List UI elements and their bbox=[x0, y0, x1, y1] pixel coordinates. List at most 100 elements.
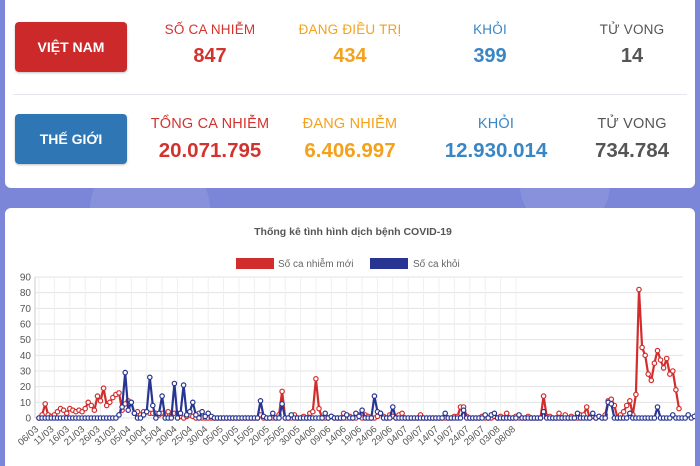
data-point-0[interactable] bbox=[309, 408, 316, 415]
data-point-1[interactable] bbox=[651, 415, 658, 421]
data-point-1[interactable] bbox=[269, 410, 276, 417]
data-point-0[interactable] bbox=[663, 355, 670, 362]
data-point-1[interactable] bbox=[257, 398, 264, 404]
data-point-1[interactable] bbox=[540, 408, 547, 415]
data-point-1[interactable] bbox=[516, 412, 522, 418]
data-point-1[interactable] bbox=[276, 415, 282, 421]
data-point-1[interactable] bbox=[340, 415, 347, 421]
data-point-0[interactable] bbox=[100, 385, 107, 392]
data-point-0[interactable] bbox=[82, 405, 89, 412]
data-point-1[interactable] bbox=[196, 415, 202, 421]
data-point-1[interactable] bbox=[654, 404, 661, 410]
data-point-1[interactable] bbox=[685, 412, 692, 418]
data-point-1[interactable] bbox=[199, 408, 205, 415]
data-point-0[interactable] bbox=[107, 399, 113, 406]
data-point-0[interactable] bbox=[165, 408, 172, 415]
data-point-1[interactable] bbox=[359, 407, 365, 414]
data-point-1[interactable] bbox=[122, 369, 129, 376]
data-point-1[interactable] bbox=[389, 404, 396, 410]
data-point-1[interactable] bbox=[128, 399, 135, 406]
data-point-0[interactable] bbox=[626, 398, 633, 404]
data-point-0[interactable] bbox=[642, 352, 649, 359]
data-point-0[interactable] bbox=[60, 407, 67, 414]
data-point-0[interactable] bbox=[660, 365, 667, 371]
data-point-1[interactable] bbox=[377, 410, 384, 417]
data-point-0[interactable] bbox=[620, 408, 627, 415]
data-point-0[interactable] bbox=[91, 407, 98, 414]
data-point-0[interactable] bbox=[503, 410, 510, 417]
data-point-0[interactable] bbox=[85, 399, 92, 406]
data-point-0[interactable] bbox=[583, 404, 590, 410]
data-point-1[interactable] bbox=[623, 415, 630, 421]
data-point-1[interactable] bbox=[485, 415, 492, 421]
data-point-0[interactable] bbox=[110, 394, 116, 401]
data-point-1[interactable] bbox=[285, 415, 292, 421]
data-point-1[interactable] bbox=[125, 407, 132, 414]
vietnam-badge[interactable]: VIỆT NAM bbox=[15, 22, 127, 72]
data-point-1[interactable] bbox=[156, 410, 162, 417]
data-point-1[interactable] bbox=[140, 412, 147, 418]
data-point-1[interactable] bbox=[193, 412, 199, 418]
data-point-1[interactable] bbox=[669, 412, 676, 418]
world-badge[interactable]: THẾ GIỚI bbox=[15, 114, 127, 164]
data-point-1[interactable] bbox=[479, 415, 485, 421]
data-point-1[interactable] bbox=[589, 410, 596, 417]
data-point-1[interactable] bbox=[113, 415, 119, 421]
data-point-0[interactable] bbox=[676, 405, 682, 412]
data-point-1[interactable] bbox=[626, 410, 633, 417]
data-point-1[interactable] bbox=[353, 410, 359, 417]
data-point-1[interactable] bbox=[168, 415, 175, 421]
data-point-1[interactable] bbox=[602, 415, 609, 421]
data-point-0[interactable] bbox=[103, 402, 110, 409]
data-point-1[interactable] bbox=[183, 412, 190, 418]
data-point-0[interactable] bbox=[399, 410, 405, 417]
data-point-1[interactable] bbox=[153, 415, 159, 421]
data-point-1[interactable] bbox=[491, 410, 498, 417]
data-point-0[interactable] bbox=[645, 371, 652, 377]
data-point-1[interactable] bbox=[174, 415, 181, 421]
data-point-0[interactable] bbox=[97, 398, 104, 404]
data-point-1[interactable] bbox=[279, 401, 285, 407]
data-point-0[interactable] bbox=[648, 377, 655, 384]
data-point-1[interactable] bbox=[177, 410, 184, 417]
data-point-1[interactable] bbox=[343, 412, 350, 418]
data-point-1[interactable] bbox=[386, 415, 393, 421]
data-point-1[interactable] bbox=[159, 393, 165, 399]
data-point-1[interactable] bbox=[266, 415, 273, 421]
data-point-1[interactable] bbox=[571, 415, 578, 421]
data-point-1[interactable] bbox=[147, 374, 153, 381]
data-point-0[interactable] bbox=[556, 410, 562, 417]
data-point-0[interactable] bbox=[88, 402, 95, 409]
legend-swatch-recovered[interactable] bbox=[370, 258, 408, 269]
data-point-0[interactable] bbox=[669, 368, 676, 374]
data-point-1[interactable] bbox=[171, 380, 178, 387]
data-point-0[interactable] bbox=[651, 360, 658, 367]
data-point-1[interactable] bbox=[574, 410, 581, 417]
data-point-1[interactable] bbox=[457, 415, 464, 421]
data-point-1[interactable] bbox=[349, 415, 356, 421]
data-point-1[interactable] bbox=[143, 408, 150, 415]
data-point-0[interactable] bbox=[279, 388, 285, 395]
data-point-1[interactable] bbox=[691, 413, 695, 420]
data-point-1[interactable] bbox=[356, 413, 362, 420]
data-point-1[interactable] bbox=[190, 399, 196, 406]
data-point-1[interactable] bbox=[116, 412, 122, 418]
data-point-1[interactable] bbox=[254, 415, 261, 421]
data-point-1[interactable] bbox=[608, 401, 615, 407]
data-point-1[interactable] bbox=[205, 410, 212, 417]
data-point-0[interactable] bbox=[633, 391, 639, 398]
data-point-1[interactable] bbox=[586, 415, 593, 421]
data-point-0[interactable] bbox=[63, 410, 70, 417]
data-point-1[interactable] bbox=[131, 410, 138, 417]
data-point-1[interactable] bbox=[368, 415, 375, 421]
data-point-1[interactable] bbox=[322, 410, 329, 417]
data-point-1[interactable] bbox=[319, 415, 325, 421]
data-point-1[interactable] bbox=[187, 408, 193, 415]
data-point-0[interactable] bbox=[639, 344, 645, 351]
data-point-0[interactable] bbox=[42, 401, 49, 407]
data-point-0[interactable] bbox=[623, 402, 630, 409]
data-point-1[interactable] bbox=[180, 382, 187, 388]
data-point-0[interactable] bbox=[79, 408, 85, 415]
data-point-0[interactable] bbox=[94, 393, 101, 399]
data-point-1[interactable] bbox=[439, 415, 445, 421]
